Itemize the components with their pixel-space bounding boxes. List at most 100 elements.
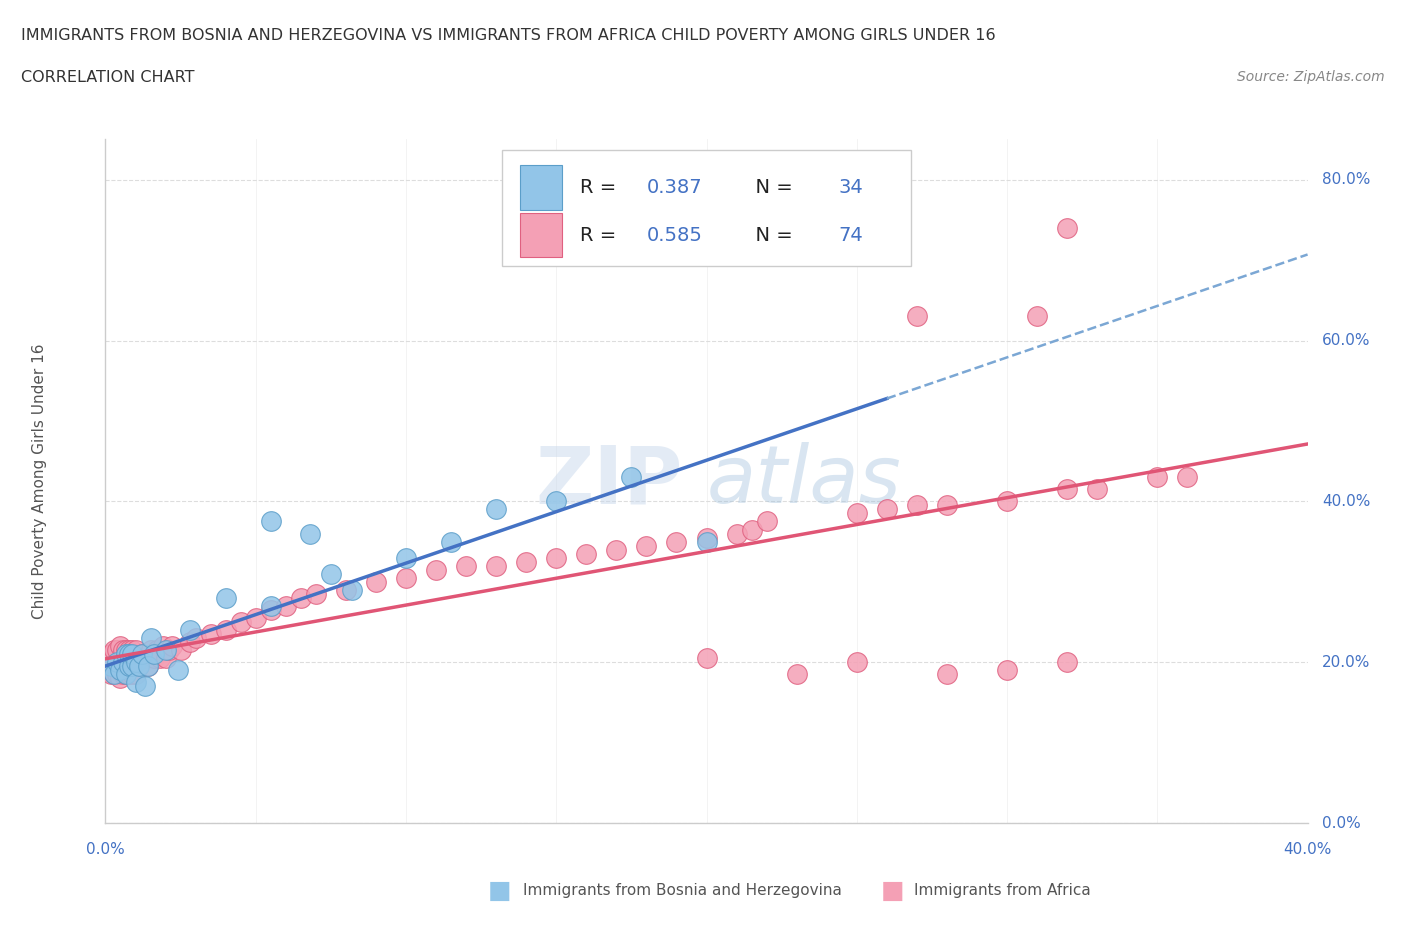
Point	[115, 667, 138, 682]
Text: ■: ■	[488, 879, 510, 903]
Point	[124, 643, 146, 658]
Point	[115, 646, 138, 661]
Point	[112, 655, 135, 670]
Point	[298, 526, 321, 541]
Point	[214, 622, 236, 637]
Point	[1056, 655, 1078, 670]
Text: 0.387: 0.387	[647, 178, 702, 197]
Point	[696, 651, 718, 666]
Point	[155, 651, 177, 666]
Point	[395, 570, 418, 585]
Point	[118, 643, 141, 658]
Point	[425, 563, 447, 578]
Point	[274, 599, 297, 614]
Text: Immigrants from Bosnia and Herzegovina: Immigrants from Bosnia and Herzegovina	[523, 884, 842, 898]
Text: 40.0%: 40.0%	[1284, 843, 1331, 857]
Text: 74: 74	[839, 226, 863, 245]
Point	[103, 643, 125, 658]
Point	[936, 667, 959, 682]
Text: 0.0%: 0.0%	[86, 843, 125, 857]
Point	[148, 651, 170, 666]
Point	[741, 522, 763, 537]
Text: 60.0%: 60.0%	[1322, 333, 1371, 348]
Point	[134, 651, 156, 666]
Point	[290, 591, 312, 605]
Point	[214, 591, 236, 605]
Point	[100, 667, 122, 682]
Point	[305, 587, 328, 602]
Point	[155, 643, 177, 658]
Point	[845, 506, 868, 521]
Text: N =: N =	[742, 226, 799, 245]
Point	[107, 667, 129, 682]
Text: N =: N =	[742, 178, 799, 197]
Point	[786, 667, 808, 682]
Point	[1085, 482, 1108, 497]
Point	[1056, 220, 1078, 235]
Point	[160, 639, 183, 654]
Point	[936, 498, 959, 512]
Point	[364, 575, 387, 590]
Point	[115, 643, 138, 658]
Text: IMMIGRANTS FROM BOSNIA AND HERZEGOVINA VS IMMIGRANTS FROM AFRICA CHILD POVERTY A: IMMIGRANTS FROM BOSNIA AND HERZEGOVINA V…	[21, 28, 995, 43]
Text: R =: R =	[581, 178, 623, 197]
Point	[515, 554, 537, 569]
Point	[142, 646, 165, 661]
Point	[128, 658, 150, 673]
Point	[620, 470, 643, 485]
Point	[128, 658, 150, 673]
Point	[665, 534, 688, 549]
Point	[260, 599, 283, 614]
Point	[107, 655, 129, 670]
Point	[121, 667, 143, 682]
Point	[995, 663, 1018, 678]
Point	[395, 551, 418, 565]
Text: R =: R =	[581, 226, 623, 245]
Point	[169, 643, 191, 658]
Point	[121, 646, 143, 661]
Text: CORRELATION CHART: CORRELATION CHART	[21, 70, 194, 85]
Point	[440, 534, 463, 549]
Point	[995, 494, 1018, 509]
Point	[131, 646, 153, 661]
Point	[845, 655, 868, 670]
Point	[340, 582, 363, 597]
Text: 34: 34	[839, 178, 863, 197]
Point	[97, 663, 120, 678]
Point	[605, 542, 627, 557]
Text: Immigrants from Africa: Immigrants from Africa	[914, 884, 1091, 898]
Point	[184, 631, 207, 645]
Point	[575, 546, 598, 561]
Text: ■: ■	[882, 879, 904, 903]
Point	[110, 655, 132, 670]
Point	[136, 658, 159, 673]
Point	[124, 655, 146, 670]
Text: Child Poverty Among Girls Under 16: Child Poverty Among Girls Under 16	[32, 343, 46, 619]
Point	[319, 566, 342, 581]
Point	[112, 667, 135, 682]
Point	[876, 502, 898, 517]
Point	[121, 658, 143, 673]
Point	[157, 643, 180, 658]
Point	[1146, 470, 1168, 485]
Point	[485, 502, 508, 517]
Point	[229, 615, 252, 630]
Point	[546, 551, 568, 565]
Point	[110, 663, 132, 678]
Text: atlas: atlas	[707, 443, 901, 520]
Point	[755, 514, 778, 529]
FancyBboxPatch shape	[502, 150, 911, 266]
Text: 0.0%: 0.0%	[1322, 816, 1361, 830]
Point	[454, 558, 477, 573]
Point	[335, 582, 357, 597]
Point	[110, 671, 132, 685]
Text: 0.585: 0.585	[647, 226, 702, 245]
Point	[112, 643, 135, 658]
Point	[121, 643, 143, 658]
Point	[134, 679, 156, 694]
Point	[179, 622, 201, 637]
FancyBboxPatch shape	[520, 166, 562, 209]
Point	[905, 309, 928, 324]
Point	[124, 667, 146, 682]
Point	[546, 494, 568, 509]
